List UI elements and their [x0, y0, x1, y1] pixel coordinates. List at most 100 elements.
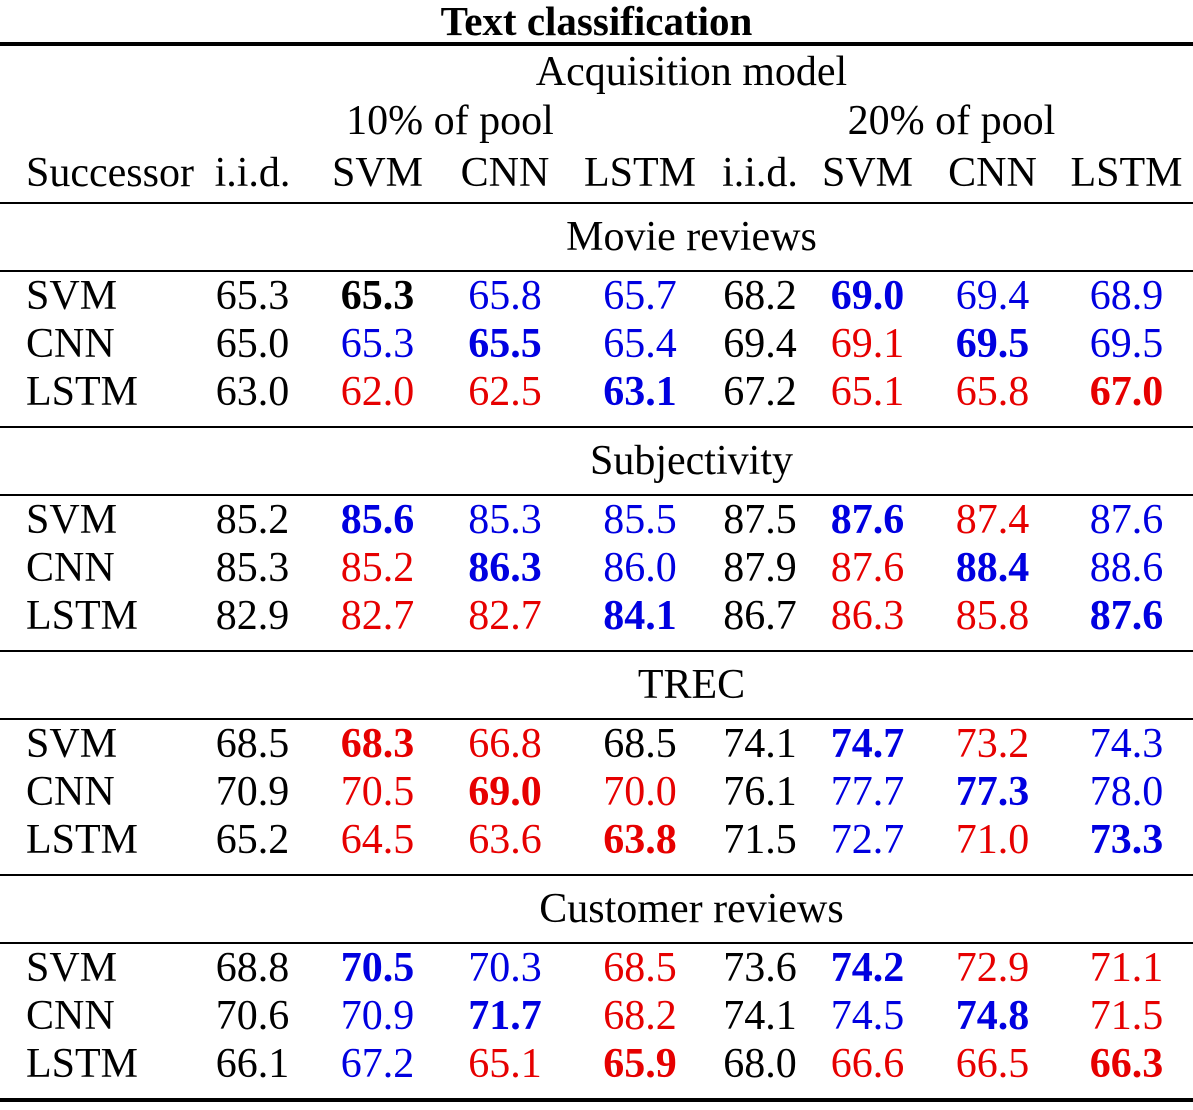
value-cell: 65.5 [468, 321, 542, 367]
successor-label: CNN [26, 545, 115, 591]
value-cell: 85.5 [603, 497, 677, 543]
table-row: LSTM 66.1 67.2 65.1 65.9 68.0 66.6 66.5 66.3 [0, 1040, 1193, 1088]
acquisition-model-header: Acquisition model [535, 49, 848, 95]
value-cell: 68.2 [723, 273, 797, 319]
value-cell: 65.8 [468, 273, 542, 319]
value-cell: 64.5 [340, 817, 415, 863]
value-cell: 87.9 [723, 545, 797, 591]
value-cell: 65.3 [340, 273, 415, 319]
value-cell: 68.2 [603, 993, 677, 1039]
dataset-section: Subjectivity SVM 85.2 85.6 85.3 85.5 87.5 87.… [0, 428, 1193, 650]
value-cell: 74.1 [723, 993, 797, 1039]
successor-label: SVM [26, 945, 118, 991]
table-row: LSTM 63.0 62.0 62.5 63.1 67.2 65.1 65.8 67.0 [0, 368, 1193, 416]
header-rule [0, 202, 1193, 204]
dataset-title: TREC [637, 662, 746, 708]
section-top-rule [0, 942, 1193, 944]
value-cell: 86.3 [830, 593, 905, 639]
successor-label: SVM [26, 273, 118, 319]
section-rows: SVM 65.3 65.3 65.8 65.7 68.2 69.0 69.4 68.9 CNN… [0, 272, 1193, 426]
value-cell: 73.3 [1089, 817, 1164, 863]
value-cell: 69.0 [830, 273, 905, 319]
value-cell: 73.6 [723, 945, 797, 991]
top-rule [0, 42, 1193, 46]
dataset-title: Subjectivity [590, 438, 793, 484]
pool-group-20-header: 20% of pool [847, 98, 1056, 144]
successor-label: SVM [26, 497, 118, 543]
successor-label: CNN [26, 993, 115, 1039]
value-cell: 74.7 [830, 721, 905, 767]
value-cell: 72.9 [955, 945, 1030, 991]
value-cell: 85.2 [215, 497, 290, 543]
section-top-rule [0, 494, 1193, 496]
value-cell: 65.1 [830, 369, 905, 415]
value-cell: 82.9 [215, 593, 290, 639]
table-row: CNN 70.6 70.9 71.7 68.2 74.1 74.5 74.8 71.5 [0, 992, 1193, 1040]
value-cell: 69.0 [468, 769, 542, 815]
value-cell: 65.2 [215, 817, 290, 863]
value-cell: 87.6 [830, 497, 905, 543]
value-cell: 68.5 [603, 721, 677, 767]
value-cell: 63.8 [603, 817, 677, 863]
value-cell: 68.0 [723, 1041, 797, 1087]
value-cell: 65.0 [215, 321, 290, 367]
value-cell: 72.7 [830, 817, 905, 863]
value-cell: 63.6 [468, 817, 542, 863]
dataset-title-row: Movie reviews [0, 204, 1193, 270]
value-cell: 77.7 [830, 769, 905, 815]
value-cell: 69.4 [723, 321, 797, 367]
value-cell: 66.8 [468, 721, 542, 767]
dataset-title-row: TREC [0, 652, 1193, 718]
bottom-rule [0, 1098, 1193, 1102]
dataset-section: Customer reviews SVM 68.8 70.5 70.3 68.5 73.… [0, 876, 1193, 1098]
value-cell: 62.5 [468, 369, 542, 415]
value-cell: 69.4 [955, 273, 1030, 319]
value-cell: 85.3 [468, 497, 542, 543]
value-cell: 66.5 [955, 1041, 1030, 1087]
value-cell: 63.0 [215, 369, 290, 415]
value-cell: 73.2 [955, 721, 1030, 767]
value-cell: 70.6 [215, 993, 290, 1039]
value-cell: 67.2 [723, 369, 797, 415]
column-header-svm-20: SVM [821, 150, 914, 196]
column-header-iid-10: i.i.d. [214, 150, 291, 196]
value-cell: 66.6 [830, 1041, 905, 1087]
value-cell: 71.5 [723, 817, 797, 863]
table-row: LSTM 82.9 82.7 82.7 84.1 86.7 86.3 85.8 87.6 [0, 592, 1193, 640]
value-cell: 65.4 [603, 321, 677, 367]
value-cell: 71.5 [1089, 993, 1164, 1039]
value-cell: 76.1 [723, 769, 797, 815]
section-divider-rule [0, 426, 1193, 428]
column-header-cnn-20: CNN [948, 150, 1037, 196]
value-cell: 69.1 [830, 321, 905, 367]
successor-label: LSTM [26, 817, 139, 863]
value-cell: 63.1 [603, 369, 677, 415]
value-cell: 70.3 [468, 945, 542, 991]
section-rows: SVM 85.2 85.6 85.3 85.5 87.5 87.6 87.4 87.6 CNN… [0, 496, 1193, 650]
successor-label: LSTM [26, 1041, 139, 1087]
value-cell: 82.7 [340, 593, 415, 639]
value-cell: 87.5 [723, 497, 797, 543]
value-cell: 88.6 [1089, 545, 1164, 591]
value-cell: 70.5 [340, 945, 415, 991]
value-cell: 71.1 [1089, 945, 1164, 991]
column-header-row: Successor i.i.d. SVM CNN LSTM i.i.d. SVM… [0, 144, 1193, 202]
table-row: SVM 68.5 68.3 66.8 68.5 74.1 74.7 73.2 74.3 [0, 720, 1193, 768]
value-cell: 85.8 [955, 593, 1030, 639]
value-cell: 74.2 [830, 945, 905, 991]
column-header-successor: Successor [26, 150, 194, 196]
value-cell: 65.1 [468, 1041, 542, 1087]
value-cell: 71.7 [468, 993, 542, 1039]
table-row: CNN 65.0 65.3 65.5 65.4 69.4 69.1 69.5 69.5 [0, 320, 1193, 368]
column-header-lstm-10: LSTM [583, 150, 696, 196]
table-row: LSTM 65.2 64.5 63.6 63.8 71.5 72.7 71.0 73.3 [0, 816, 1193, 864]
value-cell: 87.4 [955, 497, 1030, 543]
value-cell: 70.9 [215, 769, 290, 815]
section-top-rule [0, 270, 1193, 272]
value-cell: 84.1 [603, 593, 677, 639]
value-cell: 74.3 [1089, 721, 1164, 767]
table-row: CNN 85.3 85.2 86.3 86.0 87.9 87.6 88.4 88.6 [0, 544, 1193, 592]
value-cell: 78.0 [1089, 769, 1164, 815]
successor-label: CNN [26, 769, 115, 815]
table-title: Text classification [440, 0, 753, 44]
